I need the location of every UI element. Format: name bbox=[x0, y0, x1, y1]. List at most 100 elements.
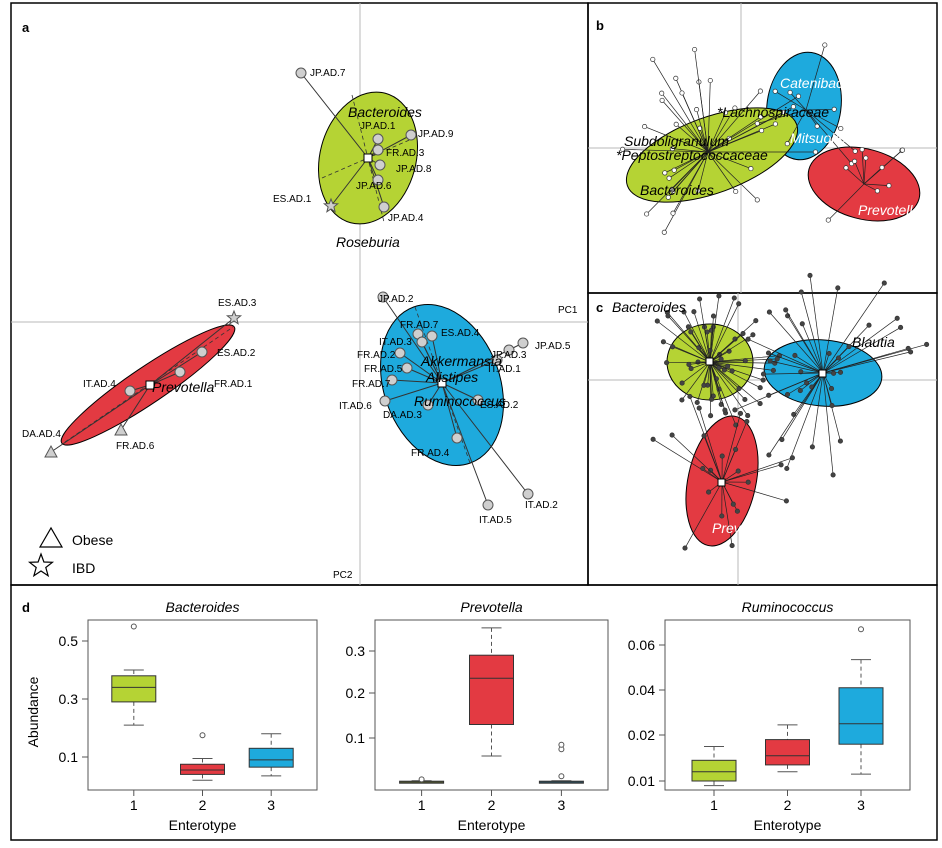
sample-point bbox=[766, 351, 770, 355]
c-centroid-2 bbox=[718, 479, 725, 486]
sample-point bbox=[702, 434, 706, 438]
driver-roseburia-a: Roseburia bbox=[336, 234, 400, 250]
sample-label: IT.AD.6 bbox=[339, 401, 372, 412]
x-tick-label: 2 bbox=[784, 797, 792, 813]
driver-peptostreptococcaceae-b: *Peptostreptococcaceae bbox=[616, 147, 768, 163]
sample-label: ES.AD.3 bbox=[218, 298, 257, 309]
sample-point bbox=[785, 392, 789, 396]
sample-marker bbox=[125, 386, 135, 396]
sample-marker bbox=[406, 130, 416, 140]
sample-point bbox=[838, 439, 842, 443]
sample-label: JP.AD.5 bbox=[535, 341, 571, 352]
driver-ruminococcus-a: Ruminococcus bbox=[414, 393, 506, 409]
sample-label: ES.AD.2 bbox=[217, 348, 256, 359]
sample-point bbox=[723, 408, 727, 412]
sample-point bbox=[761, 378, 765, 382]
sample-point bbox=[844, 166, 848, 170]
obese-legend-label: Obese bbox=[72, 532, 113, 548]
sample-point bbox=[720, 454, 724, 458]
sample-point bbox=[735, 509, 739, 513]
sample-point bbox=[793, 353, 797, 357]
sample-point bbox=[831, 371, 835, 375]
driver-alistipes-a: Alistipes bbox=[425, 369, 478, 385]
xaxis-label: Enterotype bbox=[169, 817, 237, 833]
sample-point bbox=[853, 149, 857, 153]
sample-marker bbox=[380, 396, 390, 406]
sample-label: ES.AD.1 bbox=[273, 194, 312, 205]
sample-point bbox=[784, 499, 788, 503]
sample-point bbox=[743, 359, 747, 363]
sample-point bbox=[773, 89, 777, 93]
sample-point bbox=[759, 128, 763, 132]
sample-point bbox=[663, 171, 667, 175]
sample-point bbox=[671, 211, 675, 215]
sample-point bbox=[674, 122, 678, 126]
sample-point bbox=[799, 290, 803, 294]
sample-marker bbox=[523, 489, 533, 499]
sample-point bbox=[785, 142, 789, 146]
boxplot-title: Bacteroides bbox=[166, 599, 240, 615]
c-centroid-1 bbox=[706, 358, 713, 365]
outlier bbox=[419, 777, 424, 782]
sample-point bbox=[730, 369, 734, 373]
sample-label: JP.AD.1 bbox=[360, 121, 396, 132]
x-tick-label: 3 bbox=[558, 797, 566, 813]
driver-bacteroides-a: Bacteroides bbox=[348, 104, 422, 120]
panel-a-pca: PC1 PC2 JP.AD.7JP.AD.1JP.AD.9FR.AD.3JP.A… bbox=[11, 3, 588, 585]
y-tick-label: 0.01 bbox=[628, 773, 655, 789]
x-tick-label: 2 bbox=[488, 797, 496, 813]
sample-point bbox=[773, 122, 777, 126]
sample-point bbox=[701, 466, 705, 470]
sample-point bbox=[660, 98, 664, 102]
sample-point bbox=[733, 447, 737, 451]
sample-point bbox=[667, 176, 671, 180]
sample-label: JP.AD.4 bbox=[388, 213, 424, 224]
sample-point bbox=[664, 361, 668, 365]
panel-b-pca: Catenibacterium *Lachnospiraceae Mitsuok… bbox=[588, 3, 937, 293]
sample-marker bbox=[452, 433, 462, 443]
sample-point bbox=[680, 381, 684, 385]
sample-point bbox=[780, 437, 784, 441]
outlier bbox=[859, 627, 864, 632]
panel-c-pca: Bacteroides Blautia Prevotella bbox=[588, 273, 937, 585]
driver-catenibacterium-b: Catenibacterium bbox=[780, 75, 882, 91]
sample-label: FR.AD.7 bbox=[400, 320, 439, 331]
sample-point bbox=[785, 466, 789, 470]
y-tick-label: 0.06 bbox=[628, 637, 655, 653]
sample-point bbox=[697, 406, 701, 410]
sample-point bbox=[692, 47, 696, 51]
box bbox=[470, 655, 514, 724]
sample-point bbox=[827, 351, 831, 355]
sample-point bbox=[900, 148, 904, 152]
box bbox=[839, 688, 883, 744]
box bbox=[181, 764, 225, 774]
y-tick-label: 0.1 bbox=[346, 730, 366, 746]
x-tick-label: 1 bbox=[418, 797, 426, 813]
sample-point bbox=[746, 337, 750, 341]
sample-point bbox=[758, 401, 762, 405]
ibd-legend-star bbox=[30, 554, 53, 576]
sample-point bbox=[898, 325, 902, 329]
panel-a-letter: a bbox=[22, 20, 30, 35]
panel-a-sample-labels: JP.AD.7JP.AD.1JP.AD.9FR.AD.3JP.AD.8JP.AD… bbox=[22, 68, 571, 526]
driver-lachnospiraceae-b: *Lachnospiraceae bbox=[717, 104, 829, 120]
driver-akkermansia-a: Akkermansia bbox=[420, 353, 502, 369]
sample-point bbox=[784, 308, 788, 312]
x-tick-label: 2 bbox=[199, 797, 207, 813]
x-tick-label: 3 bbox=[267, 797, 275, 813]
sample-point bbox=[730, 543, 734, 547]
sample-point bbox=[895, 316, 899, 320]
x-tick-label: 1 bbox=[130, 797, 138, 813]
outlier bbox=[131, 624, 136, 629]
sample-point bbox=[826, 218, 830, 222]
sample-point bbox=[831, 473, 835, 477]
sample-point bbox=[860, 147, 864, 151]
driver-bacteroides-c: Bacteroides bbox=[612, 299, 686, 315]
sample-point bbox=[694, 107, 698, 111]
sample-point bbox=[732, 296, 736, 300]
sample-point bbox=[680, 91, 684, 95]
sample-label: FR.AD.2 bbox=[357, 350, 396, 361]
sample-point bbox=[702, 383, 706, 387]
sample-point bbox=[924, 342, 928, 346]
outlier bbox=[200, 733, 205, 738]
